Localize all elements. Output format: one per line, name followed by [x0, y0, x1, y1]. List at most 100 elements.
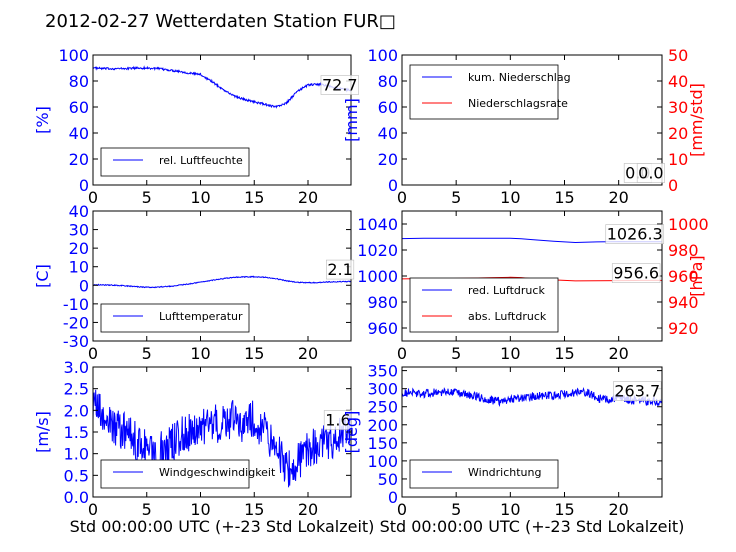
x-tick-label: 10: [190, 344, 210, 363]
y-tick-label: 150: [367, 434, 398, 453]
x-tick-label: 15: [554, 500, 574, 519]
legend-label: Lufttemperatur: [159, 310, 243, 323]
x-tick-label: 5: [142, 344, 152, 363]
y-axis-label: [C]: [33, 264, 52, 288]
series-line-p3-0: [93, 275, 352, 289]
y-tick-label: 30: [69, 221, 89, 240]
x-tick-label: 5: [451, 188, 461, 207]
annotation-box: [320, 75, 359, 95]
axes-frame-p1: [92, 54, 352, 186]
y2-axis-label: [mm/std]: [687, 83, 706, 157]
x-tick-label: 10: [500, 188, 520, 207]
x-tick-label: 10: [500, 500, 520, 519]
y-axis-label: [%]: [33, 106, 52, 134]
x-tick-label: 0: [397, 188, 407, 207]
y-tick-label: 1000: [357, 267, 398, 286]
y-tick-label: 2.5: [64, 380, 89, 399]
annotation-box: [326, 259, 355, 280]
legend-label: abs. Luftdruck: [468, 310, 547, 323]
chart-p2: 0 5 10 15 20 0 20 40 60 80 100 0 10 20 30 40 50 [mm] [mm/s…: [342, 46, 706, 207]
y2-tick-label: 10: [668, 150, 688, 169]
y-axis-label: [mm]: [342, 98, 361, 142]
y-tick-label: 40: [378, 124, 398, 143]
x-axis-label: Std 00:00:00 UTC (+-23 Std Lokalzeit): [70, 517, 375, 536]
x-tick-label: 15: [554, 188, 574, 207]
annotation-box: [323, 410, 352, 430]
y-tick-label: 0: [388, 488, 398, 507]
y2-axis-label: [hPa]: [687, 255, 706, 296]
chart-p1: 0 5 10 15 20 0 20 40 60 80 100 [%] rel. Luftfeuchte 7…: [33, 46, 359, 207]
legend-box: [409, 64, 559, 120]
y-tick-label: 100: [367, 46, 398, 65]
chart-p5: 0 5 10 15 20 0.0 0.5 1.0 1.5 2.0 2.5 3.0 [m/s] Std 00…: [33, 358, 374, 536]
legend-label: Windrichtung: [468, 466, 541, 479]
y-tick-label: 100: [367, 452, 398, 471]
x-tick-label: 10: [500, 344, 520, 363]
legend-label: Niederschlagsrate: [468, 97, 568, 110]
y-tick-label: 3.0: [64, 358, 89, 377]
x-tick-label: 10: [190, 188, 210, 207]
value-annotation: 72.7: [322, 75, 358, 94]
y-tick-label: 60: [378, 98, 398, 117]
value-annotation: 2.1: [327, 260, 352, 279]
axes-frame-p6: [401, 366, 663, 498]
y-tick-label: 20: [69, 150, 89, 169]
x-tick-label: 20: [298, 188, 318, 207]
y-tick-label: -30: [63, 332, 89, 351]
y2-tick-label: 40: [668, 72, 688, 91]
y-tick-label: 0: [388, 176, 398, 195]
y-tick-label: -10: [63, 295, 89, 314]
x-tick-label: 0: [88, 188, 98, 207]
chart-p4: 0 5 10 15 20 960 980 1000 1020 1040 920 940 960 980 10…: [357, 210, 709, 363]
x-tick-label: 15: [244, 500, 264, 519]
y-tick-label: 0: [79, 276, 89, 295]
value-annotation: 263.7: [614, 382, 660, 401]
y-tick-label: 2.0: [64, 401, 89, 420]
y2-tick-label: 50: [668, 46, 688, 65]
y-tick-label: 1040: [357, 215, 398, 234]
annotation-box: [613, 381, 662, 401]
y2-tick-label: 1000: [668, 215, 709, 234]
y-tick-label: 960: [367, 319, 398, 338]
x-tick-label: 20: [608, 344, 628, 363]
y-tick-label: 60: [69, 98, 89, 117]
legend-label: red. Luftdruck: [468, 284, 545, 297]
y2-tick-label: 960: [668, 267, 699, 286]
y-tick-label: 0.5: [64, 466, 89, 485]
y2-tick-label: 0: [668, 176, 678, 195]
y-tick-label: 20: [69, 239, 89, 258]
y-tick-label: 50: [378, 470, 398, 489]
x-tick-label: 20: [608, 188, 628, 207]
y-tick-label: 80: [69, 72, 89, 91]
y-tick-label: 10: [69, 258, 89, 277]
x-tick-label: 15: [554, 344, 574, 363]
y-tick-label: 350: [367, 362, 398, 381]
x-tick-label: 0: [397, 500, 407, 519]
annotation-box: [611, 263, 661, 283]
y2-tick-label: 30: [668, 98, 688, 117]
y2-tick-label: 940: [668, 293, 699, 312]
y-tick-label: 200: [367, 416, 398, 435]
y-axis-label: [m/s]: [33, 411, 52, 453]
chart-p3: 0 5 10 15 20-30-20-10010203040[C]Lufttempera…: [33, 202, 355, 363]
x-tick-label: 0: [88, 344, 98, 363]
x-tick-label: 5: [451, 500, 461, 519]
y2-tick-label: 980: [668, 241, 699, 260]
x-tick-label: 15: [244, 188, 264, 207]
y-tick-label: 100: [58, 46, 89, 65]
x-tick-label: 5: [142, 188, 152, 207]
legend-box: [100, 459, 250, 489]
y-tick-label: 40: [69, 124, 89, 143]
legend-box: [100, 303, 250, 333]
y-tick-label: 250: [367, 398, 398, 417]
x-tick-label: 5: [451, 344, 461, 363]
legend-box: [100, 147, 250, 177]
series-line-p1-0: [92, 65, 352, 109]
x-tick-label: 10: [190, 500, 210, 519]
legend-box: [409, 277, 559, 333]
legend-label: rel. Luftfeuchte: [159, 154, 243, 167]
y-tick-label: 980: [367, 293, 398, 312]
axes-frame-p2: [401, 54, 663, 186]
